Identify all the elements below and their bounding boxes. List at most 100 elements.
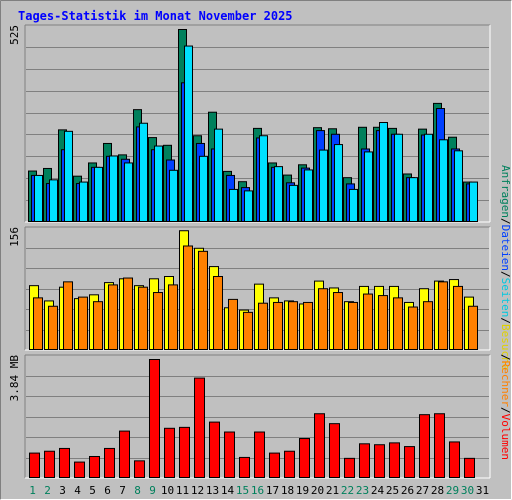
bar-rechner-day-26 xyxy=(408,306,418,350)
x-tick-label-day-27: 27 xyxy=(416,484,429,497)
bar-volumen-day-29 xyxy=(449,441,460,478)
bar-seiten-day-9 xyxy=(154,145,163,222)
bar-rechner-day-29 xyxy=(453,285,463,350)
x-axis-labels: 1 2 3 4 5 6 7 8 9 10 11 12 13 14 15 16 17 18 19 20 21 22 23 24 2… xyxy=(29,484,489,497)
bar-volumen-day-25 xyxy=(389,442,400,478)
bar-seiten-day-8 xyxy=(139,122,148,222)
bar-seiten-day-2 xyxy=(49,179,58,222)
bar-volumen-day-28 xyxy=(434,413,445,479)
legend-entry: Besuche xyxy=(499,324,512,370)
panel-anfragen xyxy=(24,24,491,223)
x-tick-label-day-5: 5 xyxy=(89,484,96,497)
legend-upper: Anfragen/Dateien/Seiten/Besuche xyxy=(499,165,512,370)
bar-volumen-day-21 xyxy=(329,423,340,478)
panel-volumen xyxy=(24,354,491,479)
bar-seiten-day-29 xyxy=(454,150,463,222)
legend-lower: /Rechner/Volumen xyxy=(499,354,512,460)
x-tick-label-day-3: 3 xyxy=(59,484,66,497)
bar-volumen-day-6 xyxy=(104,447,115,478)
bar-rechner-day-13 xyxy=(213,276,223,350)
x-tick-label-day-23: 23 xyxy=(356,484,369,497)
bar-seiten-day-24 xyxy=(379,122,388,222)
x-tick-label-day-11: 11 xyxy=(176,484,189,497)
bar-rechner-day-28 xyxy=(438,281,448,351)
bar-rechner-day-7 xyxy=(123,277,133,350)
bar-seiten-day-11 xyxy=(184,45,193,222)
bar-rechner-day-24 xyxy=(378,295,388,351)
bar-volumen-day-10 xyxy=(164,427,175,478)
x-tick-label-day-25: 25 xyxy=(386,484,399,497)
bar-seiten-day-3 xyxy=(64,130,73,222)
bar-seiten-day-1 xyxy=(34,174,43,222)
bar-rechner-day-25 xyxy=(393,297,403,351)
bar-volumen-day-7 xyxy=(119,430,130,478)
bar-volumen-day-22 xyxy=(344,457,355,479)
bar-rechner-day-18 xyxy=(288,301,298,350)
chart-title: Tages-Statistik im Monat November 2025 xyxy=(18,9,293,23)
bar-seiten-day-6 xyxy=(109,155,118,222)
bar-rechner-day-9 xyxy=(153,292,163,350)
legend-entry: / xyxy=(499,407,512,414)
legend-entry: / xyxy=(499,271,512,278)
x-tick-label-day-18: 18 xyxy=(281,484,294,497)
bar-volumen-day-4 xyxy=(74,461,85,479)
bar-seiten-day-28 xyxy=(439,139,448,223)
ymax-label-anfragen: 525 xyxy=(8,25,21,45)
x-tick-label-day-26: 26 xyxy=(401,484,414,497)
bar-seiten-day-20 xyxy=(319,149,328,222)
x-tick-label-day-12: 12 xyxy=(191,484,204,497)
x-tick-label-day-30: 30 xyxy=(461,484,474,497)
x-tick-label-day-20: 20 xyxy=(311,484,324,497)
bar-volumen-day-3 xyxy=(59,447,70,478)
bar-volumen-day-11 xyxy=(179,426,190,478)
legend-entry: Seiten xyxy=(499,278,512,318)
x-tick-label-day-24: 24 xyxy=(371,484,385,497)
bar-rechner-day-1 xyxy=(33,297,43,351)
bar-volumen-day-18 xyxy=(284,450,295,478)
bar-seiten-day-14 xyxy=(229,188,238,223)
x-tick-label-day-17: 17 xyxy=(266,484,279,497)
bar-rechner-day-3 xyxy=(63,281,73,351)
bar-seiten-day-16 xyxy=(259,135,268,222)
legend-entry: / xyxy=(499,317,512,324)
bar-volumen-day-9 xyxy=(149,359,160,478)
bar-rechner-day-22 xyxy=(348,301,358,351)
x-tick-label-day-1: 1 xyxy=(29,484,36,497)
bar-rechner-day-20 xyxy=(318,288,328,351)
bar-rechner-day-11 xyxy=(183,245,193,350)
x-tick-label-day-9: 9 xyxy=(149,484,156,497)
bar-seiten-day-13 xyxy=(214,128,223,222)
bar-volumen-day-30 xyxy=(464,457,475,479)
x-tick-label-day-31: 31 xyxy=(476,484,489,497)
bar-seiten-day-23 xyxy=(364,151,373,222)
x-tick-label-day-13: 13 xyxy=(206,484,219,497)
bar-seiten-day-27 xyxy=(424,133,433,222)
bar-seiten-day-26 xyxy=(409,177,418,223)
bar-rechner-day-15 xyxy=(243,311,253,351)
bar-volumen-day-23 xyxy=(359,443,370,478)
x-tick-label-day-6: 6 xyxy=(104,484,111,497)
bar-volumen-day-26 xyxy=(404,446,415,478)
bar-seiten-day-12 xyxy=(199,155,208,222)
bar-volumen-day-12 xyxy=(194,377,205,478)
bar-volumen-day-1 xyxy=(29,452,40,478)
bar-volumen-day-20 xyxy=(314,413,325,479)
x-tick-label-day-10: 10 xyxy=(161,484,174,497)
x-tick-label-day-15: 15 xyxy=(236,484,249,497)
bar-volumen-day-19 xyxy=(299,438,310,478)
x-tick-label-day-22: 22 xyxy=(341,484,354,497)
bar-volumen-day-16 xyxy=(254,431,265,478)
legend-entry: Rechner xyxy=(499,361,512,408)
x-tick-label-day-21: 21 xyxy=(326,484,339,497)
bar-volumen-day-8 xyxy=(134,460,145,478)
bar-rechner-day-30 xyxy=(468,305,478,350)
bar-volumen-day-5 xyxy=(89,455,100,479)
x-tick-label-day-29: 29 xyxy=(446,484,459,497)
legend-entry: / xyxy=(499,218,512,225)
x-tick-label-day-16: 16 xyxy=(251,484,264,497)
bar-seiten-day-18 xyxy=(289,184,298,223)
panel-besuche xyxy=(24,226,491,351)
legend-entry: Dateien xyxy=(499,225,512,271)
bar-seiten-day-7 xyxy=(124,162,133,222)
